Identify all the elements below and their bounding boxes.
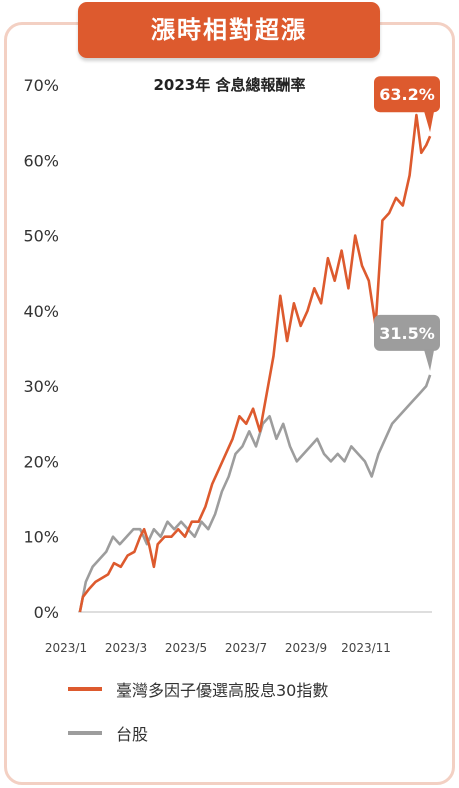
callout-value: 31.5% [379,324,435,343]
x-tick-label: 2023/9 [285,641,327,655]
legend-item-index: 臺灣多因子優選高股息30指數 [68,676,328,702]
y-tick-label: 50% [23,227,59,246]
y-tick-label: 10% [23,528,59,547]
y-tick-label: 20% [23,452,59,471]
series-line-taiex [78,374,432,613]
chart-subtitle: 2023年 含息總報酬率 [153,76,306,94]
x-tick-label: 2023/1 [45,641,87,655]
y-tick-label: 0% [34,603,59,622]
legend: 臺灣多因子優選高股息30指數 台股 [68,676,328,764]
legend-item-taiex: 台股 [68,720,328,746]
y-tick-label: 70% [23,76,59,95]
legend-label-taiex: 台股 [116,725,149,744]
series-line-index [78,113,432,613]
y-tick-label: 30% [23,377,59,396]
callout-box [374,314,440,351]
y-tick-label: 60% [23,151,59,170]
callout-pointer [424,111,435,133]
callout-taiex: 31.5% [374,314,440,371]
x-tick-label: 2023/5 [165,641,207,655]
callout-index: 63.2% [374,76,440,133]
x-tick-label: 2023/7 [225,641,267,655]
callout-box [374,76,440,113]
x-tick-label: 2023/11 [341,641,391,655]
y-tick-label: 40% [23,302,59,321]
legend-swatch-orange [68,687,102,691]
title-banner: 漲時相對超漲 [78,2,380,58]
callout-pointer [424,349,435,371]
callout-value: 63.2% [379,85,435,104]
legend-swatch-gray [68,731,102,735]
legend-label-index: 臺灣多因子優選高股息30指數 [116,681,329,700]
chart-card [4,22,455,785]
x-tick-label: 2023/3 [105,641,147,655]
